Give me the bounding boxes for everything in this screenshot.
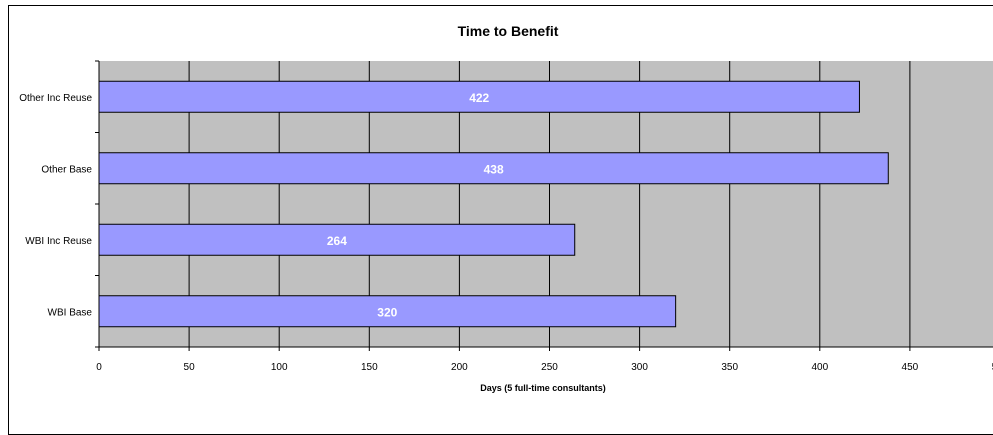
bar-data-label: 438 [484,162,504,176]
x-tick-label: 250 [541,362,558,373]
bar-data-label: 320 [377,305,397,319]
bar [98,80,860,113]
bar [98,223,576,256]
x-axis-ticks [98,347,911,351]
x-axis-title: Days (5 full-time consultants) [480,383,606,393]
y-axis-ticks [95,60,99,348]
category-label: WBI Base [48,307,93,318]
category-labels: Other Inc Reuse Other Base WBI Inc Reuse WB… [19,93,92,319]
x-tick-labels: 0 50 100 150 200 250 300 350 400 450 500 [96,362,993,373]
bar [98,152,889,185]
x-tick-label: 350 [721,362,738,373]
category-label: Other Base [41,164,92,175]
bar-data-label: 264 [327,234,347,248]
bar-data-label: 422 [469,91,489,105]
x-tick-label: 0 [96,362,102,373]
x-tick-label: 50 [184,362,196,373]
category-label: WBI Inc Reuse [25,236,92,247]
x-tick-label: 150 [361,362,378,373]
x-tick-label: 100 [271,362,288,373]
x-tick-label: 300 [631,362,648,373]
category-label: Other Inc Reuse [19,93,92,104]
bars: 422 438 264 320 [98,80,889,328]
bar [98,295,677,328]
x-tick-label: 400 [811,362,828,373]
bar-chart: Time to Benefit 422 438 264 320 Other Inc R… [19,23,993,393]
x-tick-label: 450 [902,362,919,373]
chart-title: Time to Benefit [458,23,559,39]
x-tick-label: 500 [992,362,993,373]
x-tick-label: 200 [451,362,468,373]
